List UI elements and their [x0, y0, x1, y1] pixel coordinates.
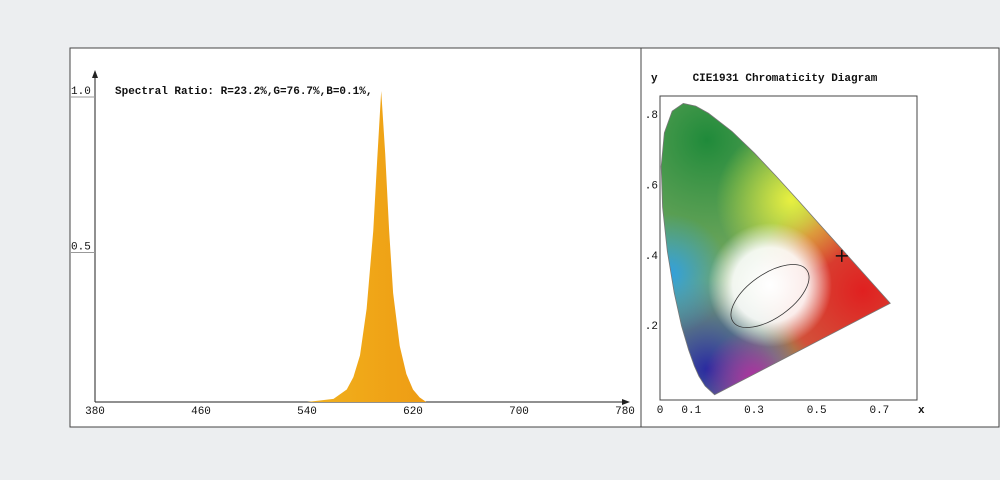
x-tick-label: 380 [85, 406, 105, 418]
color-point [835, 249, 848, 262]
x-tick-label: 780 [615, 406, 635, 418]
y-tick-label: 0.5 [71, 241, 91, 253]
y-tick-label: .2 [645, 321, 658, 333]
x-tick-label: 0.5 [807, 405, 827, 417]
y-tick-label: .8 [645, 110, 658, 122]
x-tick-label: 620 [403, 406, 423, 418]
chart-title: Spectral Ratio: R=23.2%,G=76.7%,B=0.1%, [115, 86, 372, 98]
x-tick-label: 0.1 [681, 405, 701, 417]
y-tick-label: .4 [645, 251, 659, 263]
y-tick-label: .6 [645, 181, 658, 193]
x-tick-label: 0.7 [869, 405, 889, 417]
frame [69, 47, 1000, 428]
x-tick-label: 0.3 [744, 405, 764, 417]
x-axis-label: x [918, 405, 925, 417]
axis-arrow [622, 399, 630, 405]
x-tick-label: 460 [191, 406, 211, 418]
y-tick-label: 1.0 [71, 86, 91, 98]
x-tick-label: 540 [297, 406, 317, 418]
spectral-locus [660, 103, 891, 396]
x-tick-label: 0 [657, 405, 664, 417]
plot-frame [659, 95, 918, 401]
y-axis-label: y [651, 73, 658, 85]
x-tick-label: 700 [509, 406, 529, 418]
chart-title: CIE1931 Chromaticity Diagram [693, 73, 878, 85]
axis-arrow [92, 70, 98, 78]
